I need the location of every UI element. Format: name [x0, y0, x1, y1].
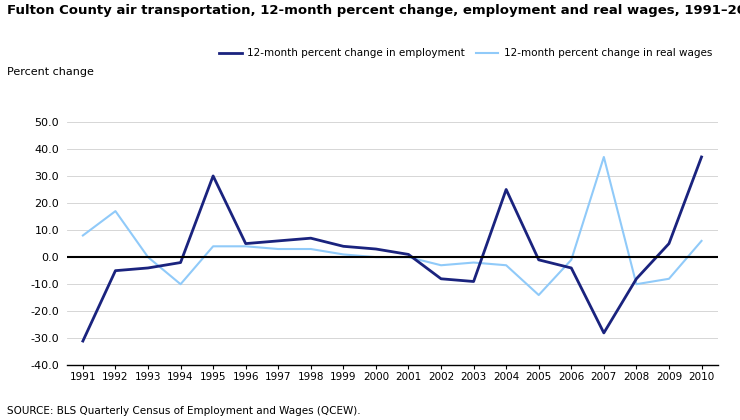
- 12-month percent change in real wages: [534, 292, 543, 297]
- 12-month percent change in real wages: [469, 260, 478, 265]
- 12-month percent change in employment: [404, 252, 413, 257]
- 12-month percent change in employment: [632, 276, 641, 281]
- 12-month percent change in employment: [306, 236, 315, 241]
- 12-month percent change in real wages: [144, 255, 152, 260]
- 12-month percent change in employment: [339, 244, 348, 249]
- 12-month percent change in real wages: [111, 209, 120, 214]
- 12-month percent change in employment: [469, 279, 478, 284]
- 12-month percent change in real wages: [176, 282, 185, 287]
- 12-month percent change in real wages: [502, 263, 511, 268]
- 12-month percent change in real wages: [665, 276, 673, 281]
- Text: SOURCE: BLS Quarterly Census of Employment and Wages (QCEW).: SOURCE: BLS Quarterly Census of Employme…: [7, 406, 361, 416]
- Line: 12-month percent change in real wages: 12-month percent change in real wages: [83, 157, 702, 295]
- 12-month percent change in real wages: [437, 263, 445, 268]
- 12-month percent change in real wages: [632, 282, 641, 287]
- 12-month percent change in real wages: [697, 239, 706, 244]
- 12-month percent change in employment: [176, 260, 185, 265]
- 12-month percent change in real wages: [371, 255, 380, 260]
- 12-month percent change in real wages: [567, 257, 576, 262]
- 12-month percent change in employment: [209, 173, 218, 178]
- 12-month percent change in employment: [78, 339, 87, 344]
- 12-month percent change in real wages: [209, 244, 218, 249]
- 12-month percent change in employment: [274, 239, 283, 244]
- 12-month percent change in employment: [437, 276, 445, 281]
- 12-month percent change in employment: [371, 247, 380, 252]
- 12-month percent change in employment: [144, 265, 152, 270]
- 12-month percent change in employment: [111, 268, 120, 273]
- 12-month percent change in employment: [534, 257, 543, 262]
- 12-month percent change in real wages: [339, 252, 348, 257]
- 12-month percent change in employment: [665, 241, 673, 246]
- 12-month percent change in employment: [567, 265, 576, 270]
- 12-month percent change in employment: [697, 155, 706, 160]
- 12-month percent change in employment: [599, 331, 608, 336]
- 12-month percent change in real wages: [306, 247, 315, 252]
- 12-month percent change in real wages: [241, 244, 250, 249]
- Legend: 12-month percent change in employment, 12-month percent change in real wages: 12-month percent change in employment, 1…: [215, 44, 716, 63]
- Text: Percent change: Percent change: [7, 67, 94, 77]
- 12-month percent change in real wages: [78, 233, 87, 238]
- 12-month percent change in employment: [241, 241, 250, 246]
- 12-month percent change in real wages: [274, 247, 283, 252]
- 12-month percent change in employment: [502, 187, 511, 192]
- Text: Fulton County air transportation, 12-month percent change, employment and real w: Fulton County air transportation, 12-mon…: [7, 4, 740, 17]
- Line: 12-month percent change in employment: 12-month percent change in employment: [83, 157, 702, 341]
- 12-month percent change in real wages: [404, 255, 413, 260]
- 12-month percent change in real wages: [599, 155, 608, 160]
